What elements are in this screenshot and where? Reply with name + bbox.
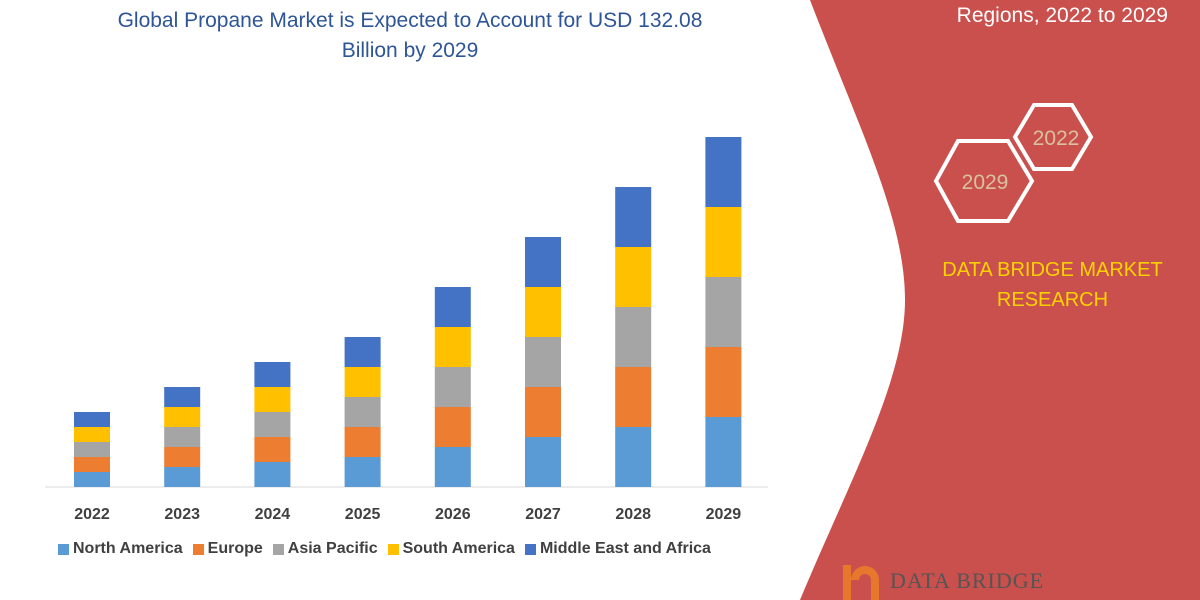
x-tick-label: 2022 — [74, 506, 110, 523]
bar-2027-south-america — [525, 287, 561, 337]
bar-2028-middle-east-and-africa — [615, 187, 652, 247]
bar-2023-asia-pacific — [164, 427, 201, 447]
subtitle: Regions, 2022 to 2029 — [956, 4, 1168, 27]
bar-2028-europe — [615, 367, 652, 427]
bar-2029-asia-pacific — [705, 277, 742, 347]
legend-label: Asia Pacific — [287, 540, 378, 557]
bar-2023-europe — [164, 447, 201, 467]
bar-2027-north-america — [525, 437, 561, 487]
bar-2025-north-america — [344, 457, 381, 487]
bar-2026-north-america — [434, 447, 471, 487]
hex-2022-label: 2022 — [1033, 127, 1080, 150]
chart-title: Global Propane Market is Expected to Acc… — [40, 6, 780, 66]
legend-item: Europe — [192, 540, 263, 558]
bar-2024-europe — [254, 437, 291, 462]
bar-2024-north-america — [254, 462, 291, 487]
legend-swatch — [387, 543, 399, 555]
hexagon-2029-icon — [933, 139, 1035, 223]
legend-label: North America — [73, 540, 183, 557]
bar-2027-middle-east-and-africa — [525, 237, 561, 287]
bar-2025-south-america — [344, 367, 381, 397]
bar-2024-middle-east-and-africa — [254, 362, 291, 387]
bar-2029-europe — [705, 347, 742, 417]
bar-2028-asia-pacific — [615, 307, 652, 367]
bar-2023-middle-east-and-africa — [164, 387, 201, 407]
x-tick-label: 2026 — [435, 506, 471, 523]
legend-item: North America — [58, 540, 183, 558]
x-tick-label: 2025 — [345, 506, 381, 523]
bar-2025-europe — [344, 427, 381, 457]
x-tick-labels: 2022 2023 2024 2025 2026 2027 2028 2029 — [74, 506, 741, 523]
bar-2024-asia-pacific — [254, 412, 291, 437]
title-line-2: Billion by 2029 — [341, 39, 479, 62]
bar-2029-north-america — [705, 417, 742, 487]
legend-swatch — [272, 543, 284, 555]
bar-2026-asia-pacific — [434, 367, 471, 407]
bar-2023-north-america — [164, 467, 201, 487]
logo-icon — [843, 565, 879, 600]
bar-2025-asia-pacific — [344, 397, 381, 427]
legend-swatch — [192, 543, 204, 555]
x-tick-label: 2023 — [164, 506, 200, 523]
hex-2029-label: 2029 — [962, 171, 1009, 194]
bars — [74, 137, 742, 487]
bar-2029-middle-east-and-africa — [705, 137, 742, 207]
bar-2027-asia-pacific — [525, 337, 561, 387]
red-panel — [800, 0, 1200, 600]
x-tick-label: 2024 — [255, 506, 291, 523]
x-tick-label: 2028 — [615, 506, 651, 523]
logo-text: DATA BRIDGE — [890, 568, 1045, 593]
bar-2026-south-america — [434, 327, 471, 367]
legend: North America Europe Asia Pacific South … — [58, 540, 711, 558]
bar-2027-europe — [525, 387, 561, 437]
bar-2022-asia-pacific — [74, 442, 110, 457]
legend-swatch — [524, 543, 536, 555]
brand-name: DATA BRIDGE MARKET RESEARCH — [925, 255, 1180, 315]
bar-2022-south-america — [74, 427, 110, 442]
x-tick-label: 2027 — [525, 506, 561, 523]
bar-2028-north-america — [615, 427, 652, 487]
bar-2026-europe — [434, 407, 471, 447]
bar-2029-south-america — [705, 207, 742, 277]
x-tick-label: 2029 — [706, 506, 742, 523]
title-line-1: Global Propane Market is Expected to Acc… — [117, 9, 703, 32]
bar-2026-middle-east-and-africa — [434, 287, 471, 327]
legend-label: Middle East and Africa — [539, 540, 711, 557]
bar-2028-south-america — [615, 247, 652, 307]
legend-label: Europe — [207, 540, 263, 557]
legend-label: South America — [402, 540, 515, 557]
legend-item: South America — [387, 540, 515, 558]
bar-2023-south-america — [164, 407, 201, 427]
bar-2022-north-america — [74, 472, 110, 487]
bar-2024-south-america — [254, 387, 291, 412]
legend-item: Middle East and Africa — [524, 540, 711, 558]
bar-2022-middle-east-and-africa — [74, 412, 110, 427]
brand-line-1: DATA BRIDGE MARKET — [942, 259, 1163, 281]
bar-2022-europe — [74, 457, 110, 472]
bar-2025-middle-east-and-africa — [344, 337, 381, 367]
brand-line-2: RESEARCH — [996, 289, 1109, 311]
legend-item: Asia Pacific — [272, 540, 378, 558]
legend-swatch — [58, 543, 69, 555]
hexagon-2022-icon — [1012, 103, 1094, 171]
